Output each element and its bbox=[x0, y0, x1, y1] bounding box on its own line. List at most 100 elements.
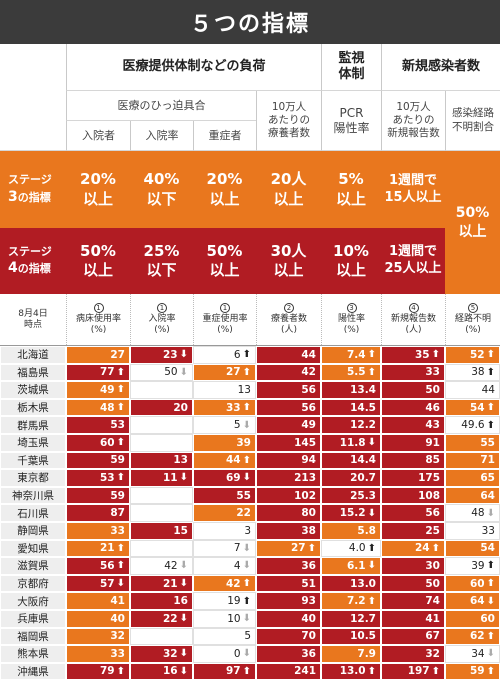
table-cell: 55 bbox=[193, 486, 256, 505]
stage4-value: 25% 以下 bbox=[143, 241, 180, 280]
table-cell: 15.2 ⬇ bbox=[321, 504, 381, 522]
arrow-down-icon: ⬇ bbox=[242, 613, 251, 625]
table-cell: 33 bbox=[66, 645, 130, 663]
cell-value: 13 bbox=[237, 383, 251, 396]
arrow-down-icon: ⬇ bbox=[242, 648, 251, 660]
cell-value: 49.6 bbox=[461, 419, 485, 432]
table-cell: 35 ⬆ bbox=[381, 346, 445, 364]
arrow-down-icon: ⬇ bbox=[179, 366, 188, 378]
table-cell: 54 bbox=[445, 539, 500, 558]
table-cell: 13.0 ⬆ bbox=[321, 662, 381, 681]
table-cell: 30 bbox=[381, 557, 445, 575]
table-cell: 56 bbox=[256, 398, 321, 417]
arrow-up-icon: ⬆ bbox=[367, 542, 376, 554]
cell-value: 21 bbox=[162, 577, 178, 590]
table-cell: 32 bbox=[381, 645, 445, 663]
cell-value: 19 bbox=[227, 595, 241, 608]
column-header-row: 8月4日 時点 1 病床使用率 (%) 1 入院率 (%) 1 重症使用率 (%) 2 療養者… bbox=[0, 294, 500, 346]
table-cell: 102 bbox=[256, 486, 321, 505]
table-row: 愛知県 21 ⬆ 7 ⬇ 27 ⬆ 4.0 ⬆ 24 ⬆ 54 bbox=[0, 539, 500, 558]
table-cell: 50 ⬇ bbox=[130, 363, 193, 382]
table-cell: 40 bbox=[256, 609, 321, 628]
table-cell: 11 ⬇ bbox=[130, 469, 193, 487]
cell-value: 102 bbox=[294, 489, 316, 502]
cell-value: 13.4 bbox=[350, 383, 376, 396]
stage4-value: 10% 以上 bbox=[333, 241, 369, 280]
cell-value: 56 bbox=[301, 383, 316, 396]
column-label: 入院率 (%) bbox=[148, 314, 176, 335]
table-cell: 22 ⬇ bbox=[130, 609, 193, 628]
table-row: 千葉県 59 13 44 ⬆ 94 14.4 85 71 bbox=[0, 451, 500, 470]
cell-value: 59 bbox=[469, 665, 485, 678]
table-cell: 52 ⬆ bbox=[445, 346, 500, 364]
table-row: 熊本県 33 32 ⬇ 0 ⬇ 36 7.9 32 34 ⬇ bbox=[0, 645, 500, 663]
table-cell: 77 ⬆ bbox=[66, 363, 130, 382]
arrow-up-icon: ⬆ bbox=[116, 402, 125, 414]
table-row: 群馬県 53 5 ⬇ 49 12.2 43 49.6 ⬆ bbox=[0, 416, 500, 434]
table-row: 神奈川県 59 55 102 25.3 108 64 bbox=[0, 486, 500, 505]
col-severe: 重症者 bbox=[193, 121, 256, 151]
cell-value: 59 bbox=[110, 489, 125, 502]
group-medical-load: 医療提供体制などの負荷 bbox=[66, 44, 321, 91]
cell-value: 6 bbox=[233, 348, 241, 361]
table-cell: 12.7 bbox=[321, 609, 381, 628]
indicator-number: 1 bbox=[220, 303, 230, 314]
cell-value: 87 bbox=[110, 507, 125, 520]
table-cell: 40 bbox=[66, 609, 130, 628]
prefecture-name: 京都府 bbox=[0, 574, 66, 593]
cell-value: 10.5 bbox=[350, 630, 376, 643]
table-cell: 60 ⬆ bbox=[66, 433, 130, 452]
arrow-down-icon: ⬇ bbox=[242, 542, 251, 554]
cell-value: 60 bbox=[469, 577, 485, 590]
cell-value: 57 bbox=[99, 577, 115, 590]
table-cell: 64 ⬇ bbox=[445, 592, 500, 610]
table-cell: 13 bbox=[130, 451, 193, 470]
indicator-number: 2 bbox=[284, 303, 294, 314]
stage3-value: 20% 以上 bbox=[80, 170, 116, 208]
table-cell: 39 ⬆ bbox=[445, 557, 500, 575]
table-cell: 38 ⬆ bbox=[445, 363, 500, 382]
prefecture-name: 兵庫県 bbox=[0, 609, 66, 628]
arrow-up-icon: ⬆ bbox=[486, 630, 495, 642]
cell-value: 36 bbox=[301, 559, 316, 572]
table-cell: 60 ⬆ bbox=[445, 574, 500, 593]
cell-value: 6.1 bbox=[347, 559, 366, 572]
cell-value: 145 bbox=[294, 436, 316, 449]
arrow-down-icon: ⬇ bbox=[179, 665, 188, 677]
cell-value: 24 bbox=[414, 542, 430, 555]
cell-value: 64 bbox=[469, 595, 485, 608]
table-cell: 80 bbox=[256, 504, 321, 522]
table-cell: 32 ⬇ bbox=[130, 645, 193, 663]
indicator-number: 3 bbox=[346, 303, 357, 314]
arrow-down-icon: ⬇ bbox=[116, 578, 125, 590]
arrow-up-icon: ⬆ bbox=[116, 560, 125, 572]
arrow-down-icon: ⬇ bbox=[179, 349, 188, 361]
arrow-up-icon: ⬆ bbox=[367, 665, 376, 677]
table-cell: 6 ⬆ bbox=[193, 346, 256, 364]
cell-value: 52 bbox=[469, 348, 485, 361]
cell-value: 22 bbox=[236, 507, 251, 520]
arrow-down-icon: ⬇ bbox=[179, 578, 188, 590]
stage4-value: 1週間で 25人以上 bbox=[384, 244, 442, 276]
table-cell: 51 bbox=[256, 574, 321, 593]
header-corner bbox=[0, 44, 66, 151]
prefecture-name: 大阪府 bbox=[0, 592, 66, 610]
cell-value: 15 bbox=[173, 524, 188, 537]
cell-value: 50 bbox=[164, 366, 178, 379]
arrow-up-icon: ⬆ bbox=[116, 384, 125, 396]
cell-value: 7.2 bbox=[347, 595, 366, 608]
cell-value: 41 bbox=[110, 595, 125, 608]
cell-value: 80 bbox=[301, 507, 316, 520]
arrow-down-icon: ⬇ bbox=[486, 507, 495, 519]
table-cell: 25.3 bbox=[321, 486, 381, 505]
table-cell: 13.0 bbox=[321, 574, 381, 593]
arrow-up-icon: ⬆ bbox=[116, 366, 125, 378]
cell-value: 14.4 bbox=[350, 454, 376, 467]
prefecture-table: 北海道 27 23 ⬇ 6 ⬆ 44 7.4 ⬆ 35 ⬆ 52 ⬆ 福島県 77 ⬆ 50 ⬇ 27 ⬆ 42 5.5 ⬆… bbox=[0, 346, 500, 698]
cell-value: 5.8 bbox=[357, 524, 376, 537]
table-cell: 6.1 ⬇ bbox=[321, 557, 381, 575]
table-cell: 48 ⬇ bbox=[445, 504, 500, 522]
arrow-up-icon: ⬆ bbox=[307, 542, 316, 554]
prefecture-name: 栃木県 bbox=[0, 398, 66, 417]
table-cell: 5.5 ⬆ bbox=[321, 363, 381, 382]
